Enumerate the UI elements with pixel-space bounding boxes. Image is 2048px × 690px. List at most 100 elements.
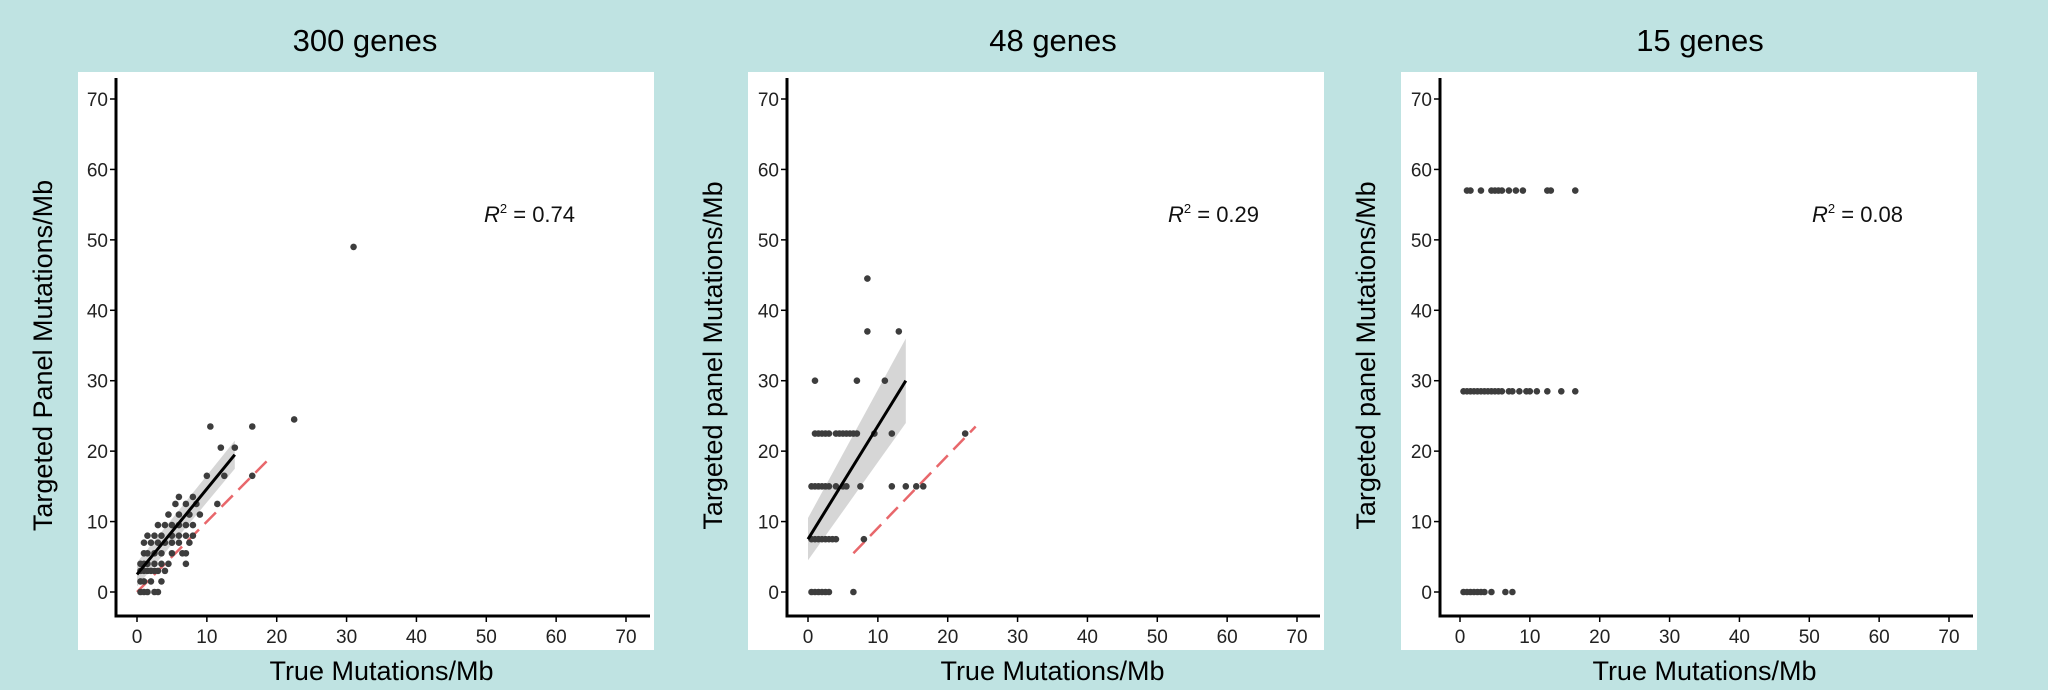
- data-point: [248, 423, 256, 430]
- data-point: [189, 532, 197, 539]
- chart-title: 15 genes: [1636, 23, 1764, 58]
- data-point: [825, 588, 833, 596]
- r-squared-superscript: 2: [1828, 201, 1835, 216]
- y-tick-label: 70: [87, 90, 108, 111]
- data-point: [207, 423, 214, 430]
- x-tick-label: 60: [1217, 627, 1238, 648]
- x-tick-label: 50: [1147, 627, 1168, 648]
- data-point: [895, 328, 903, 335]
- data-point: [832, 535, 840, 543]
- chart-panel-1: 300 genes 0 10 20 30 40 50 60 70 0 10 20 30 40 50 60 70 T…: [28, 23, 654, 686]
- data-point: [175, 539, 183, 546]
- data-point: [1505, 187, 1513, 194]
- data-point: [881, 377, 889, 385]
- x-tick-label: 30: [336, 627, 357, 648]
- data-point: [151, 532, 158, 539]
- data-point: [888, 430, 896, 437]
- r-squared-value: = 0.74: [507, 202, 575, 227]
- r-squared-superscript: 2: [1184, 201, 1191, 216]
- r-squared-symbol: R: [1812, 202, 1828, 227]
- data-point: [161, 567, 169, 575]
- data-point: [217, 444, 225, 451]
- data-point: [1533, 387, 1541, 395]
- y-tick-label: 10: [1411, 513, 1432, 534]
- data-point: [140, 539, 148, 546]
- data-point: [843, 483, 850, 490]
- x-tick-label: 70: [615, 627, 636, 648]
- data-point: [811, 377, 819, 385]
- y-tick-label: 40: [87, 301, 108, 322]
- data-point: [1544, 387, 1551, 395]
- chart-title: 48 genes: [989, 23, 1117, 58]
- data-point: [165, 511, 172, 518]
- x-tick-label: 0: [1455, 627, 1466, 648]
- data-point: [168, 521, 176, 529]
- data-point: [1516, 387, 1523, 395]
- data-point: [182, 549, 190, 557]
- x-tick-label: 40: [1729, 627, 1750, 648]
- r-squared-symbol: R: [1168, 202, 1184, 227]
- data-point: [1512, 187, 1520, 194]
- data-point: [825, 483, 833, 490]
- data-point: [182, 500, 190, 508]
- x-tick-label: 30: [1659, 627, 1680, 648]
- y-tick-label: 20: [758, 442, 779, 463]
- y-tick-label: 50: [1411, 231, 1432, 252]
- x-tick-label: 20: [937, 627, 958, 648]
- data-point: [1502, 588, 1509, 596]
- data-point: [919, 483, 927, 490]
- x-tick-label: 70: [1286, 627, 1307, 648]
- data-point: [1498, 387, 1506, 395]
- data-point: [888, 483, 896, 490]
- data-point: [350, 243, 357, 251]
- y-tick-label: 60: [1411, 160, 1432, 181]
- y-tick-label: 30: [1411, 372, 1432, 393]
- data-point: [168, 539, 176, 546]
- r-squared-value: = 0.29: [1191, 202, 1259, 227]
- data-point: [154, 588, 162, 596]
- data-point: [1477, 187, 1485, 194]
- data-point: [189, 521, 197, 529]
- data-point: [853, 377, 861, 385]
- data-point: [1526, 387, 1534, 395]
- x-tick-label: 40: [406, 627, 427, 648]
- y-tick-label: 10: [87, 513, 108, 534]
- data-point: [860, 535, 868, 543]
- x-tick-label: 20: [266, 627, 287, 648]
- data-point: [165, 560, 172, 568]
- data-point: [182, 521, 190, 529]
- data-point: [182, 560, 190, 568]
- data-point: [290, 416, 298, 423]
- data-point: [144, 549, 151, 557]
- y-tick-label: 0: [1421, 583, 1432, 604]
- x-tick-label: 10: [867, 627, 888, 648]
- y-tick-label: 30: [87, 372, 108, 393]
- x-axis-label: True Mutations/Mb: [269, 656, 493, 686]
- data-point: [1467, 187, 1474, 194]
- data-point: [1547, 187, 1555, 194]
- data-point: [231, 444, 239, 451]
- x-tick-label: 20: [1589, 627, 1610, 648]
- data-point: [1488, 588, 1495, 596]
- data-point: [186, 539, 193, 546]
- x-tick-label: 0: [132, 627, 143, 648]
- x-tick-label: 50: [1799, 627, 1820, 648]
- y-tick-label: 30: [758, 372, 779, 393]
- data-point: [825, 430, 833, 437]
- data-point: [912, 483, 920, 490]
- x-tick-label: 70: [1938, 627, 1959, 648]
- data-point: [154, 567, 162, 575]
- data-point: [832, 483, 840, 490]
- data-point: [853, 430, 861, 437]
- y-tick-label: 70: [758, 90, 779, 111]
- data-point: [196, 511, 204, 518]
- y-tick-label: 20: [1411, 442, 1432, 463]
- data-point: [1571, 387, 1579, 395]
- chart-title: 300 genes: [293, 23, 438, 58]
- regression-line: [135, 453, 236, 576]
- y-axis-label: Targeted Panel Mutations/Mb: [28, 180, 58, 531]
- data-point: [850, 588, 857, 596]
- data-point: [147, 539, 155, 546]
- data-point: [864, 275, 871, 282]
- data-point: [1571, 187, 1579, 194]
